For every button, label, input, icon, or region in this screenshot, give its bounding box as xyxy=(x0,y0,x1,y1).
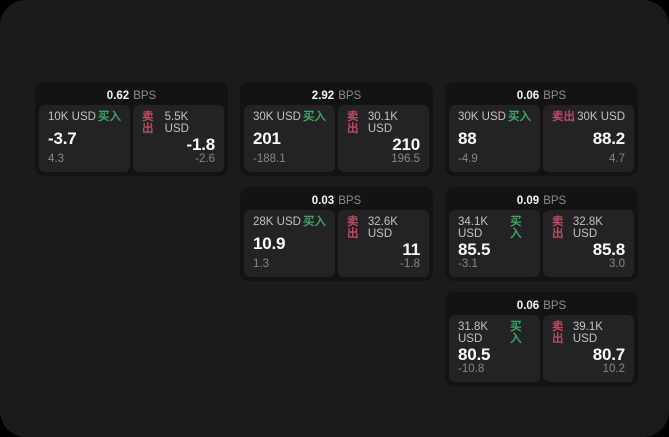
sell-price: 210 xyxy=(392,134,420,154)
bps-unit-label: BPS xyxy=(338,89,362,102)
quote-card-3: 0.03 BPS 28K USD 买入 10.9 1.3 卖出 32.6K US… xyxy=(240,187,433,281)
spread-header: 0.03 BPS xyxy=(244,191,429,210)
buy-quote-panel[interactable]: 28K USD 买入 10.9 1.3 xyxy=(244,210,335,277)
sell-sub-value: 196.5 xyxy=(391,152,420,165)
spread-value: 0.09 xyxy=(516,194,540,207)
buy-quote-panel[interactable]: 10K USD 买入 -3.7 4.3 xyxy=(39,105,130,172)
sell-sub-value: 10.2 xyxy=(602,362,625,375)
buy-sub-value: 4.3 xyxy=(48,152,64,165)
sell-price: 80.7 xyxy=(592,344,625,364)
spread-header: 0.62 BPS xyxy=(39,86,224,105)
quote-card-0: 0.62 BPS 10K USD 买入 -3.7 4.3 卖出 5.5K USD xyxy=(35,82,228,176)
buy-sub-value: 1.3 xyxy=(253,257,269,270)
quote-card-4: 0.09 BPS 34.1K USD 买入 85.5 -3.1 卖出 32.8K… xyxy=(445,187,638,281)
buy-amount: 30K USD xyxy=(458,111,506,123)
buy-price: -3.7 xyxy=(48,129,77,148)
spread-value: 2.92 xyxy=(311,89,335,102)
buy-quote-panel[interactable]: 31.8K USD 买入 80.5 -10.8 xyxy=(449,315,540,382)
spread-header: 0.06 BPS xyxy=(449,86,634,105)
sell-amount: 30.1K USD xyxy=(367,111,398,135)
quote-body: 30K USD 买入 88 -4.9 卖出 30K USD 88.2 4.7 xyxy=(449,105,634,172)
buy-price: 10.9 xyxy=(253,234,286,253)
buy-quote-panel[interactable]: 34.1K USD 买入 85.5 -3.1 xyxy=(449,210,540,277)
quote-card-1: 2.92 BPS 30K USD 买入 201 -188.1 卖出 30.1K … xyxy=(240,82,433,176)
quote-body: 30K USD 买入 201 -188.1 卖出 30.1K USD 210 1… xyxy=(244,105,429,172)
buy-price: 85.5 xyxy=(458,239,491,259)
buy-side-label: 买入 xyxy=(508,111,531,123)
sell-amount: 39.1K USD xyxy=(572,321,603,345)
sell-price: 85.8 xyxy=(592,239,625,259)
sell-sub-value: -1.8 xyxy=(400,257,420,270)
quote-body: 34.1K USD 买入 85.5 -3.1 卖出 32.8K USD 85.8… xyxy=(449,210,634,277)
spread-value: 0.06 xyxy=(516,89,540,102)
quote-card-2: 0.06 BPS 30K USD 买入 88 -4.9 卖出 30K USD xyxy=(445,82,638,176)
sell-price: 11 xyxy=(402,239,420,259)
sell-quote-panel[interactable]: 卖出 39.1K USD 80.7 10.2 xyxy=(543,315,634,382)
sell-side-label: 卖出 xyxy=(552,111,575,123)
sell-sub-value: -2.6 xyxy=(195,152,215,165)
bps-unit-label: BPS xyxy=(338,194,362,207)
buy-amount: 30K USD xyxy=(253,111,301,123)
bps-unit-label: BPS xyxy=(543,299,567,312)
sell-amount: 32.6K USD xyxy=(367,216,398,240)
buy-sub-value: -188.1 xyxy=(253,152,286,165)
sell-sub-value: 4.7 xyxy=(609,152,625,165)
spread-value: 0.06 xyxy=(516,299,540,312)
spread-header: 2.92 BPS xyxy=(244,86,429,105)
sell-side-label: 卖出 xyxy=(142,111,154,135)
buy-amount: 34.1K USD xyxy=(458,216,489,240)
sell-amount: 5.5K USD xyxy=(164,111,189,135)
quote-card-5: 0.06 BPS 31.8K USD 买入 80.5 -10.8 卖出 39.1… xyxy=(445,292,638,386)
buy-price: 80.5 xyxy=(458,344,491,364)
bps-unit-label: BPS xyxy=(133,89,157,102)
spread-value: 0.03 xyxy=(311,194,335,207)
buy-quote-panel[interactable]: 30K USD 买入 201 -188.1 xyxy=(244,105,335,172)
sell-price: -1.8 xyxy=(186,134,216,154)
spread-header: 0.09 BPS xyxy=(449,191,634,210)
quote-card-grid: 0.62 BPS 10K USD 买入 -3.7 4.3 卖出 5.5K USD xyxy=(35,82,638,386)
buy-side-label: 买入 xyxy=(510,216,522,240)
spread-header: 0.06 BPS xyxy=(449,296,634,315)
buy-amount: 28K USD xyxy=(253,216,301,228)
bps-unit-label: BPS xyxy=(543,194,567,207)
quote-body: 28K USD 买入 10.9 1.3 卖出 32.6K USD 11 -1.8 xyxy=(244,210,429,277)
bps-unit-label: BPS xyxy=(543,89,567,102)
sell-side-label: 卖出 xyxy=(347,111,359,135)
buy-side-label: 买入 xyxy=(98,111,121,123)
sell-price: 88.2 xyxy=(592,129,625,148)
buy-price: 201 xyxy=(253,129,281,148)
quote-body: 31.8K USD 买入 80.5 -10.8 卖出 39.1K USD 80.… xyxy=(449,315,634,382)
quote-body: 10K USD 买入 -3.7 4.3 卖出 5.5K USD -1.8 -2.… xyxy=(39,105,224,172)
sell-quote-panel[interactable]: 卖出 30K USD 88.2 4.7 xyxy=(543,105,634,172)
buy-amount: 10K USD xyxy=(48,111,96,123)
sell-side-label: 卖出 xyxy=(347,216,359,240)
sell-side-label: 卖出 xyxy=(552,321,564,345)
buy-sub-value: -4.9 xyxy=(458,152,478,165)
buy-quote-panel[interactable]: 30K USD 买入 88 -4.9 xyxy=(449,105,540,172)
buy-amount: 31.8K USD xyxy=(458,321,489,345)
sell-quote-panel[interactable]: 卖出 5.5K USD -1.8 -2.6 xyxy=(133,105,224,172)
buy-side-label: 买入 xyxy=(510,321,522,345)
buy-side-label: 买入 xyxy=(303,111,326,123)
buy-sub-value: -3.1 xyxy=(458,257,478,270)
spread-value: 0.62 xyxy=(106,89,130,102)
sell-amount: 30K USD xyxy=(577,111,625,123)
sell-quote-panel[interactable]: 卖出 32.6K USD 11 -1.8 xyxy=(338,210,429,277)
sell-quote-panel[interactable]: 卖出 32.8K USD 85.8 3.0 xyxy=(543,210,634,277)
sell-sub-value: 3.0 xyxy=(609,257,625,270)
buy-sub-value: -10.8 xyxy=(458,362,485,375)
sell-side-label: 卖出 xyxy=(552,216,564,240)
buy-side-label: 买入 xyxy=(303,216,326,228)
sell-quote-panel[interactable]: 卖出 30.1K USD 210 196.5 xyxy=(338,105,429,172)
buy-price: 88 xyxy=(458,129,477,148)
sell-amount: 32.8K USD xyxy=(572,216,603,240)
